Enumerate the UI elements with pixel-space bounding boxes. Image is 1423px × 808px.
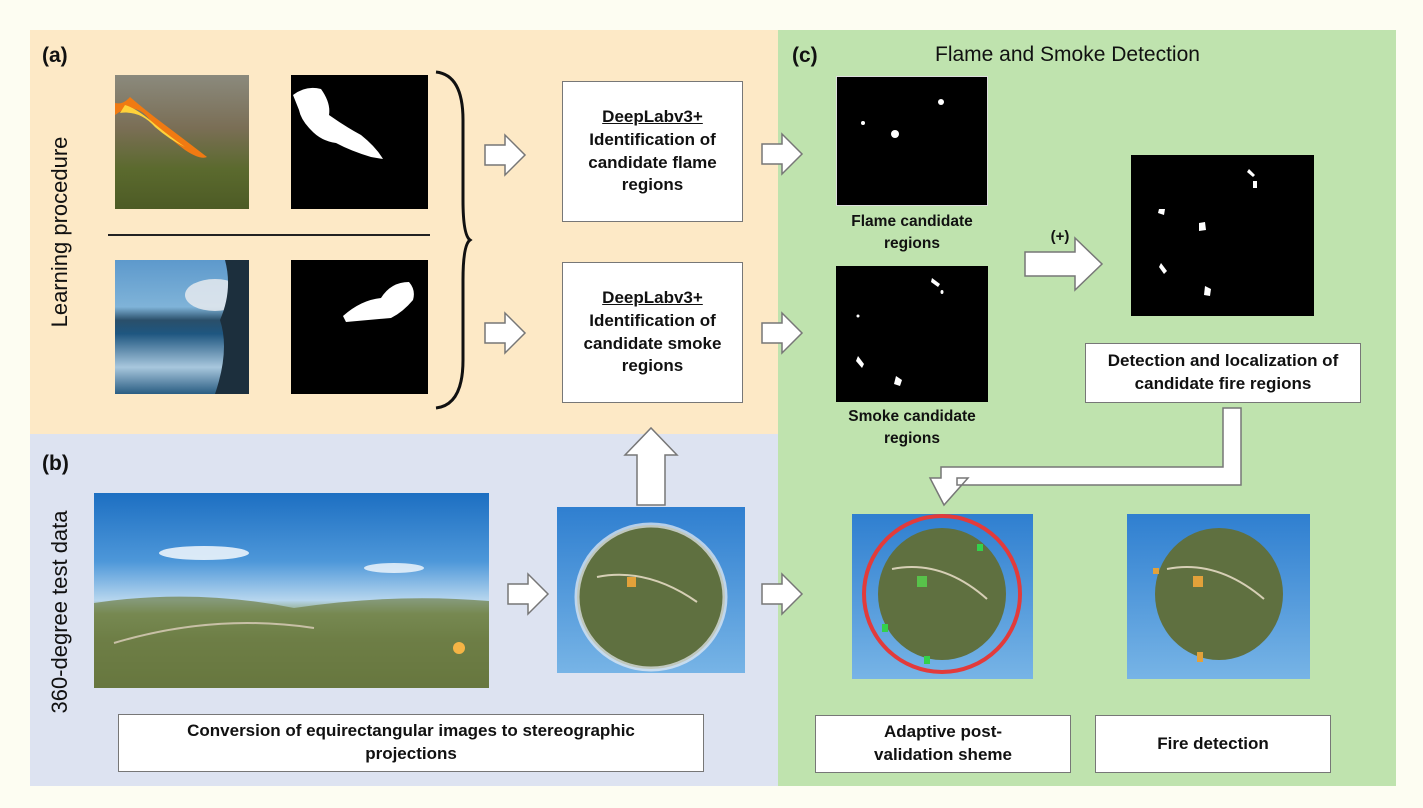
union-label: (+) bbox=[1050, 228, 1070, 245]
conversion-text: Conversion of equirectangular images to … bbox=[187, 721, 635, 763]
panel-c-letter: (c) bbox=[792, 44, 818, 67]
smoke-candidate-image bbox=[836, 266, 988, 402]
equirectangular-image bbox=[94, 493, 489, 688]
postvalidation-globe bbox=[862, 514, 1022, 674]
detection-title: Flame and Smoke Detection bbox=[935, 43, 1200, 66]
smoke-deeplab-title: DeepLabv3+ bbox=[602, 287, 703, 307]
detection-localization-box: Detection and localization of candidate … bbox=[1085, 343, 1361, 403]
fire-detection-globe bbox=[1153, 528, 1283, 662]
smoke-deeplab-box: DeepLabv3+ Identification of candidate s… bbox=[562, 262, 743, 403]
conversion-box: Conversion of equirectangular images to … bbox=[118, 714, 704, 772]
combined-candidate-image bbox=[1131, 155, 1314, 316]
planet-globe bbox=[574, 522, 728, 672]
test-data-label: 360-degree test data bbox=[47, 510, 72, 714]
flame-deeplab-title: DeepLabv3+ bbox=[602, 106, 703, 126]
smoke-candidate-blobs bbox=[856, 278, 944, 386]
flame-deeplab-box: DeepLabv3+ Identification of candidate f… bbox=[562, 81, 743, 222]
flame-candidate-blobs bbox=[861, 99, 944, 138]
smoke-training-image bbox=[115, 260, 249, 394]
postvalidation-text: Adaptive post-validation sheme bbox=[874, 722, 1012, 764]
panel-a-letter: (a) bbox=[42, 44, 68, 67]
flame-candidate-caption: Flame candidate regions bbox=[851, 213, 973, 252]
validation-circle bbox=[862, 514, 1022, 674]
fire-detection-text: Fire detection bbox=[1157, 733, 1269, 753]
postvalidation-image bbox=[852, 514, 1033, 679]
smoke-deeplab-text: Identification of candidate smoke region… bbox=[583, 310, 722, 376]
training-divider bbox=[108, 234, 430, 236]
smoke-shape bbox=[185, 260, 249, 394]
stereographic-projection-image bbox=[557, 507, 745, 673]
fire-detection-box: Fire detection bbox=[1095, 715, 1331, 773]
flame-deeplab-text: Identification of candidate flame region… bbox=[588, 129, 717, 195]
flame-training-image bbox=[115, 75, 249, 209]
panel-b-letter: (b) bbox=[42, 452, 69, 475]
detection-localization-text: Detection and localization of candidate … bbox=[1107, 351, 1339, 393]
fire-detection-image bbox=[1127, 514, 1310, 679]
flame-candidate-image bbox=[836, 76, 988, 206]
flame-shape bbox=[115, 97, 207, 158]
learning-procedure-label: Learning procedure bbox=[47, 136, 72, 328]
smoke-candidate-caption: Smoke candidate regions bbox=[848, 408, 976, 447]
flame-mask-shape bbox=[293, 87, 383, 159]
combined-candidate-blobs bbox=[1158, 169, 1257, 296]
smoke-mask-image bbox=[291, 260, 428, 394]
smoke-mask-shape bbox=[343, 282, 414, 322]
postvalidation-box: Adaptive post-validation sheme bbox=[815, 715, 1071, 773]
panorama-detail bbox=[94, 546, 489, 688]
flame-mask-image bbox=[291, 75, 428, 209]
